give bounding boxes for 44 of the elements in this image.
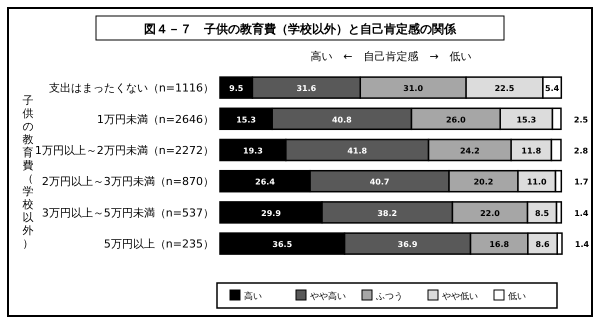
data-label: 19.3 — [243, 146, 263, 156]
data-label: 31.0 — [403, 84, 424, 94]
y-tick-label: 支出はまったくない（n=1116） — [48, 82, 214, 95]
legend-label: やや高い — [310, 291, 346, 302]
y-tick-label: 5万円以上（n=235） — [104, 238, 214, 251]
data-label: 16.8 — [489, 240, 510, 250]
data-label: 24.2 — [460, 146, 480, 156]
data-label: 26.0 — [446, 115, 466, 124]
data-label: 8.6 — [535, 240, 550, 250]
data-label: 22.0 — [480, 208, 500, 218]
data-label: 36.9 — [398, 240, 418, 250]
data-label: 41.8 — [347, 146, 368, 156]
data-label: 38.2 — [377, 208, 398, 218]
y-tick-label: 2万円以上～3万円未満（n=870） — [42, 175, 214, 188]
y-tick-label: 3万円以上～5万円未満（n=537） — [42, 206, 214, 220]
text: 子供の教育費（学校以外） — [22, 94, 34, 250]
data-label: 5.4 — [545, 84, 560, 94]
data-label: 15.3 — [516, 115, 536, 124]
data-label: 1.4 — [574, 240, 590, 250]
data-label: 1.4 — [574, 208, 589, 218]
data-label: 26.4 — [255, 178, 276, 187]
data-label: 31.6 — [296, 84, 317, 94]
y-tick-label: 1万円以上～2万円未満（n=2272） — [34, 144, 214, 157]
data-label: 2.8 — [574, 146, 588, 156]
data-label: 40.8 — [332, 115, 352, 124]
legend-label: 高い — [244, 291, 262, 302]
data-label: 11.8 — [521, 146, 542, 156]
data-label: 20.2 — [474, 178, 494, 187]
data-label: 2.5 — [574, 115, 588, 124]
data-label: 9.5 — [229, 84, 244, 94]
y-tick-label: 1万円未満（n=2646） — [96, 112, 214, 126]
data-label: 36.5 — [272, 240, 293, 250]
data-label: 40.7 — [370, 178, 390, 187]
legend-label: ふつう — [375, 292, 403, 302]
data-label: 8.5 — [534, 208, 550, 218]
legend-label: やや低い — [442, 291, 478, 302]
text: 高い ← 自己肯定感 → 低い — [310, 50, 472, 63]
data-label: 22.5 — [494, 84, 515, 94]
chart-title: 図４－７ 子供の教育費（学校以外）と自己肯定感の関係 — [144, 22, 457, 36]
legend-label: 低い — [508, 291, 526, 302]
data-label: 1.7 — [574, 178, 588, 187]
data-label: 11.0 — [526, 178, 548, 187]
data-label: 29.9 — [261, 208, 282, 218]
data-label: 15.3 — [236, 115, 256, 124]
